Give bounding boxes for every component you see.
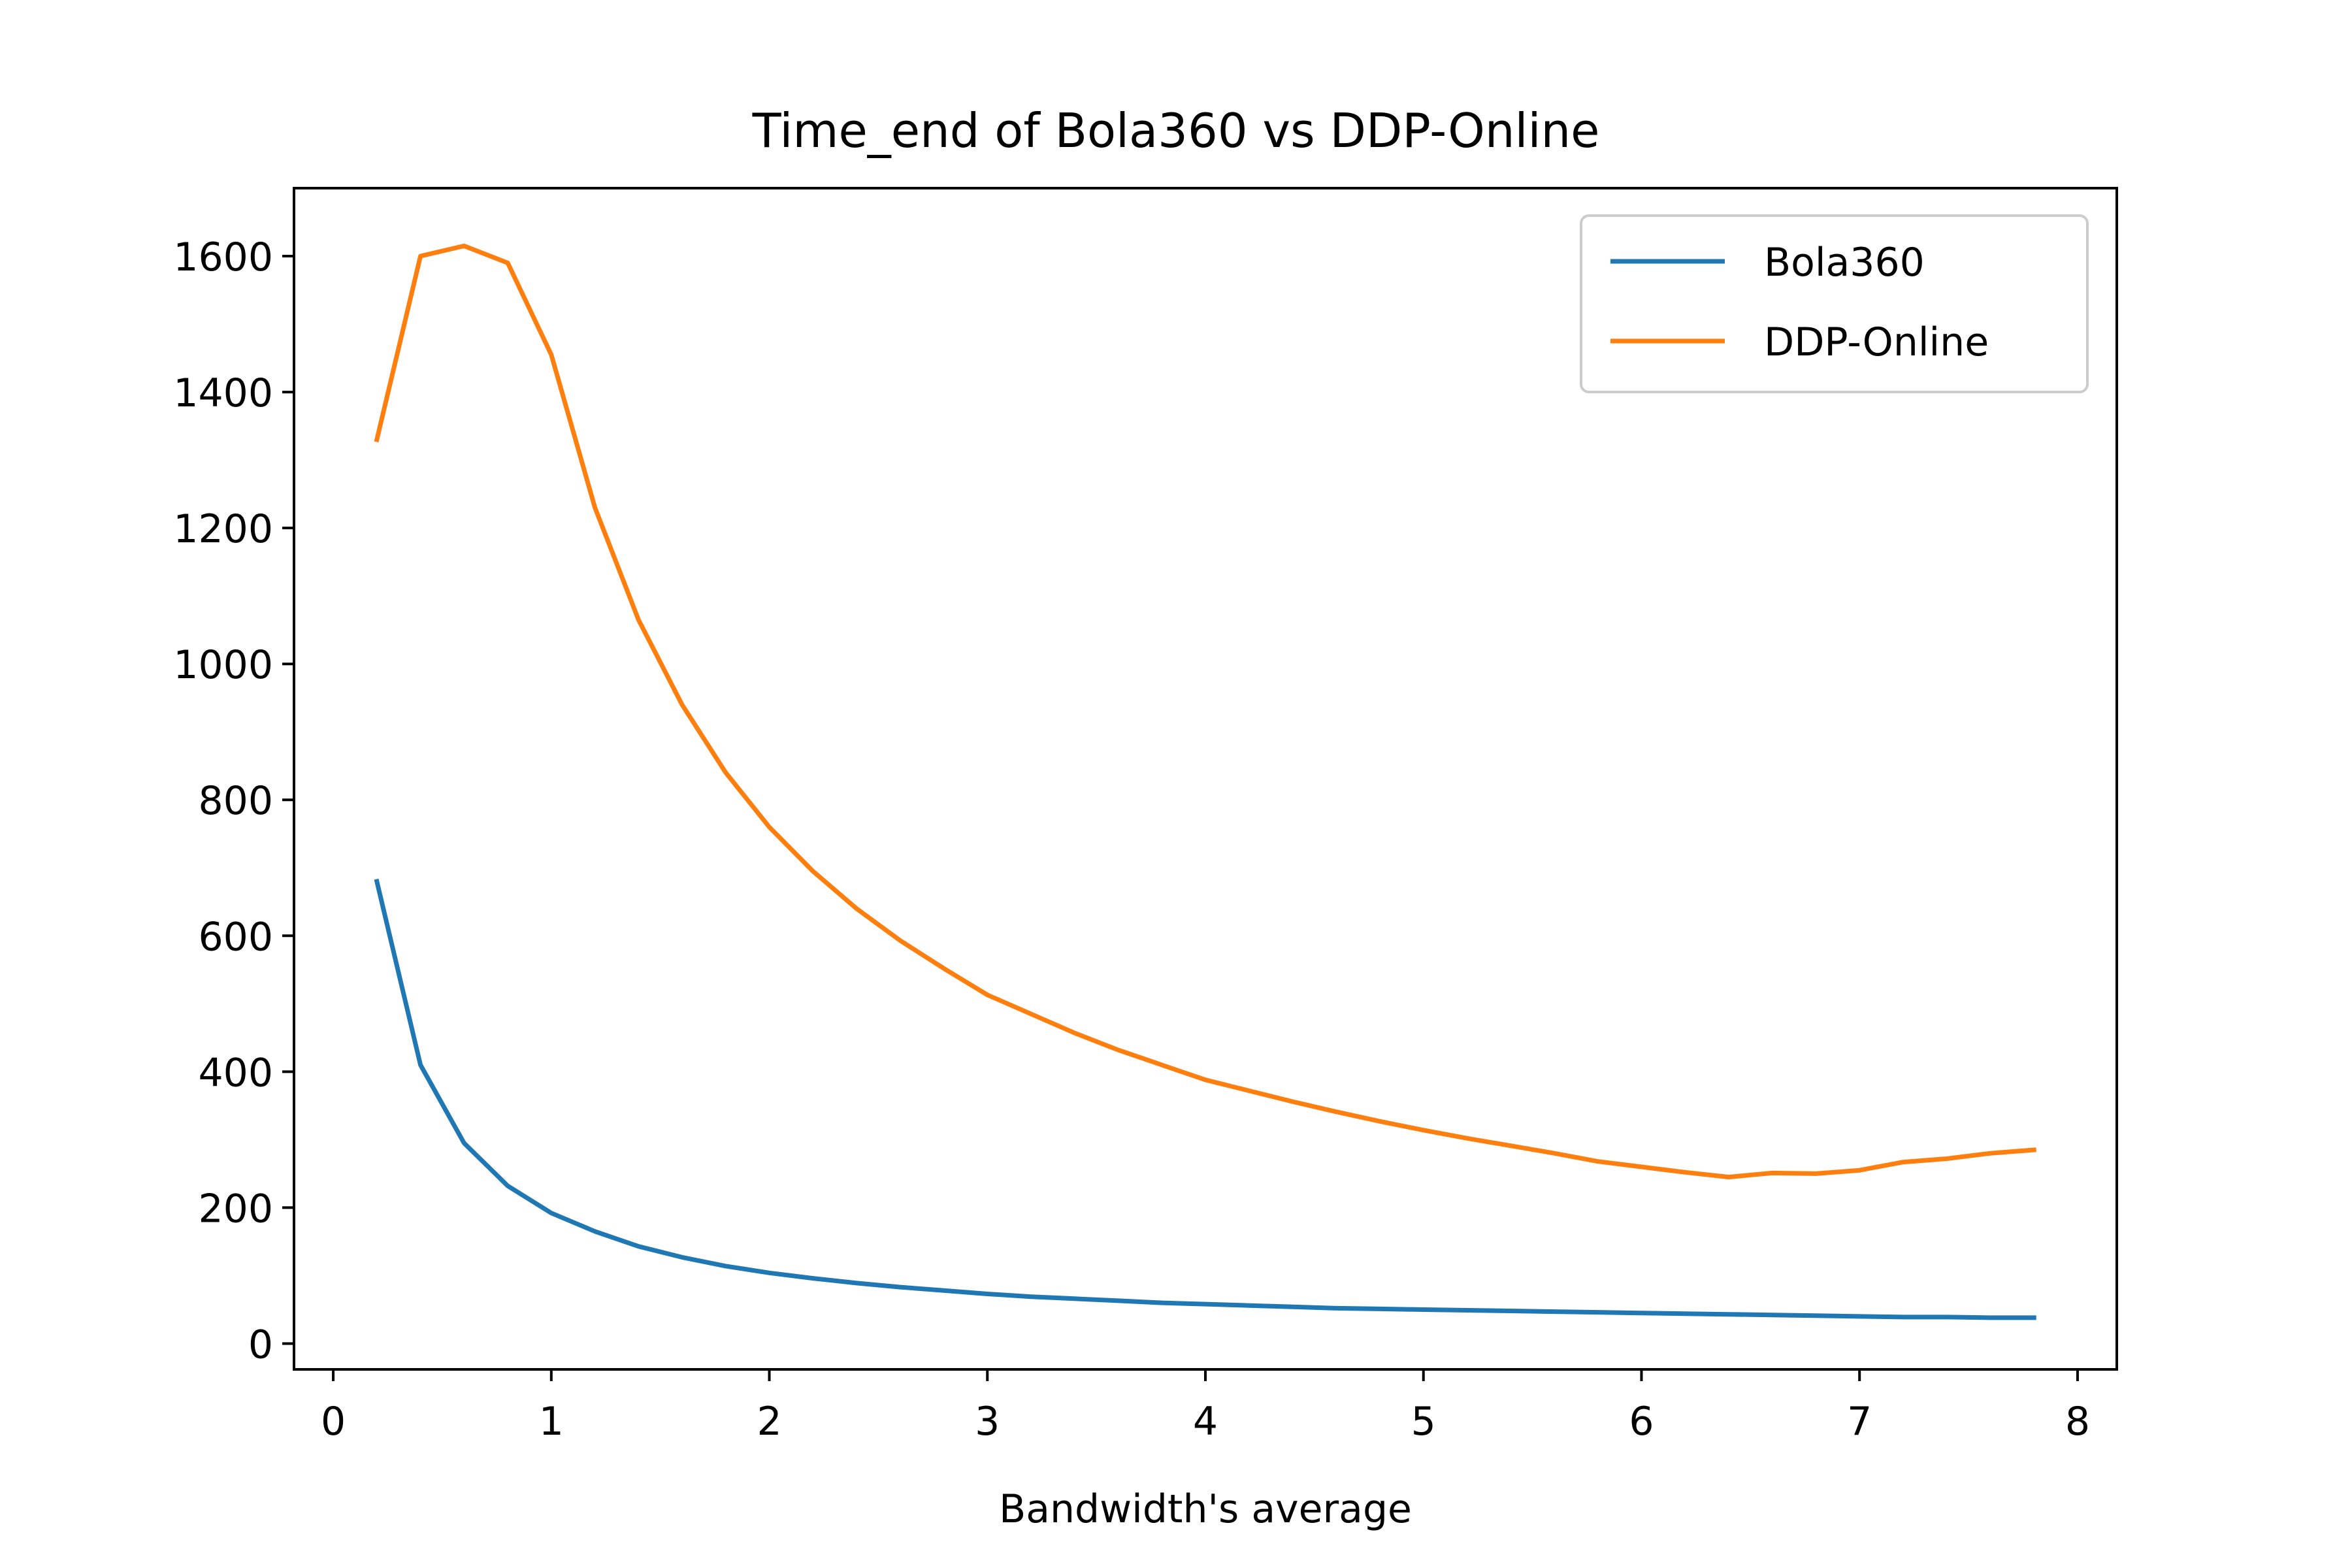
series-line-bola360 <box>374 878 2036 1320</box>
legend: Bola360 DDP-Online <box>1580 214 2089 393</box>
legend-label: DDP-Online <box>1764 319 1989 365</box>
y-tick-label: 600 <box>198 914 273 960</box>
x-tick-label: 4 <box>1193 1399 1218 1445</box>
x-tick-label: 0 <box>321 1399 346 1445</box>
x-tick-label: 6 <box>1629 1399 1654 1445</box>
y-tick-label: 1000 <box>173 642 273 688</box>
x-tick-label: 1 <box>539 1399 564 1445</box>
legend-label: Bola360 <box>1764 240 1925 286</box>
y-tick-label: 1600 <box>173 235 273 280</box>
x-tick-label: 5 <box>1411 1399 1436 1445</box>
y-tick-label: 400 <box>198 1050 273 1096</box>
y-tick-label: 1400 <box>173 370 273 416</box>
y-tick-label: 1200 <box>173 506 273 552</box>
y-tick-label: 200 <box>198 1186 273 1232</box>
x-tick-label: 3 <box>975 1399 1000 1445</box>
series-line-ddp-online <box>374 243 2036 1180</box>
x-tick-label: 7 <box>1847 1399 1872 1445</box>
chart-title: Time_end of Bola360 vs DDP-Online <box>752 103 1600 158</box>
x-tick-label: 8 <box>2065 1399 2090 1445</box>
series-layer <box>374 243 2036 1320</box>
x-axis: 0 1 2 3 4 5 6 7 8 <box>321 1369 2090 1445</box>
y-tick-label: 0 <box>248 1322 273 1367</box>
y-tick-label: 800 <box>198 778 273 824</box>
y-axis: 0 200 400 600 800 1000 1200 1400 1600 <box>173 235 294 1367</box>
x-tick-label: 2 <box>757 1399 781 1445</box>
legend-items: Bola360 DDP-Online <box>1610 240 1989 365</box>
x-axis-label: Bandwidth's average <box>999 1486 1412 1532</box>
